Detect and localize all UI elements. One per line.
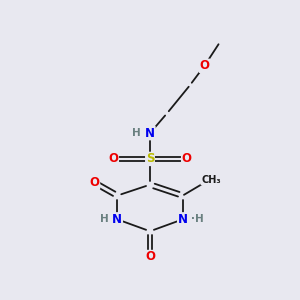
Text: S: S: [146, 152, 154, 165]
Text: O: O: [89, 176, 100, 189]
Text: O: O: [145, 250, 155, 263]
Text: O: O: [200, 59, 209, 72]
Text: N: N: [112, 213, 122, 226]
Text: H: H: [100, 214, 109, 224]
Text: CH₃: CH₃: [201, 175, 221, 185]
Text: O: O: [108, 152, 118, 165]
Text: N: N: [178, 213, 188, 226]
Text: N: N: [145, 127, 155, 140]
Text: ·H: ·H: [191, 214, 204, 224]
Text: O: O: [182, 152, 192, 165]
Text: H: H: [132, 128, 141, 138]
